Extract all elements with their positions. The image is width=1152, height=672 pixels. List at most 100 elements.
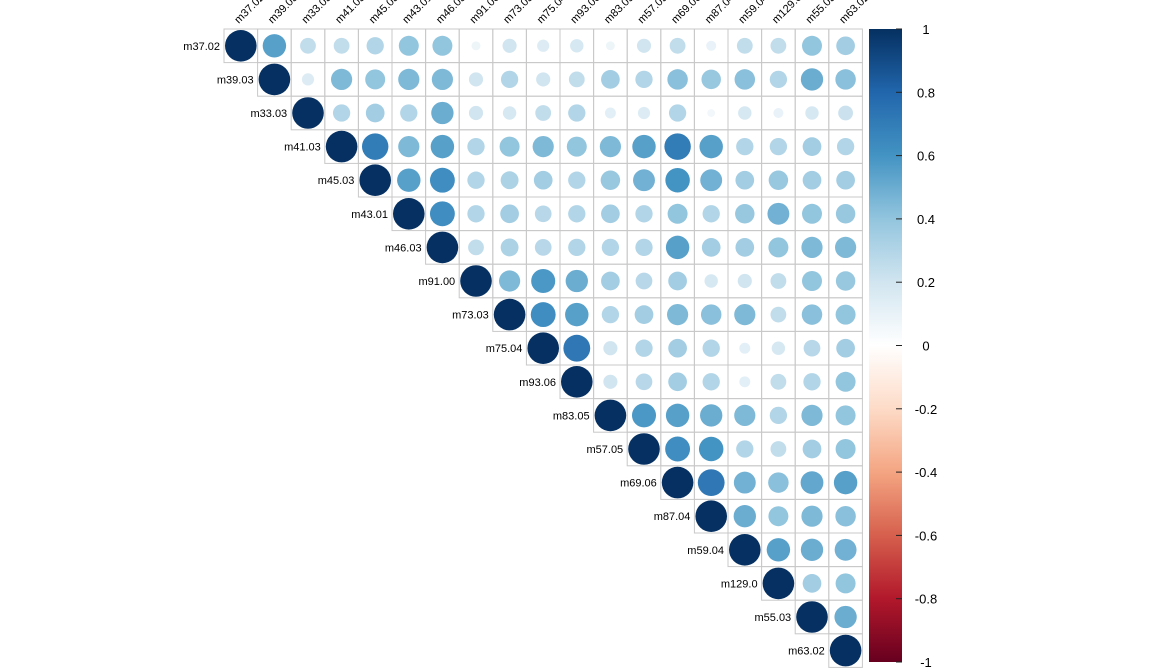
corr-circle-m39.03-m83.05 <box>601 70 620 89</box>
corr-circle-m46.03-m55.03 <box>801 236 823 258</box>
corr-circle-m39.03-m75.04 <box>536 72 551 87</box>
corr-circle-m46.03-m73.03 <box>500 238 519 257</box>
corr-circle-m91.00-m91.00 <box>460 265 492 297</box>
corr-circle-m75.04-m129.0 <box>771 341 786 355</box>
column-label-m33.03: m33.03 <box>300 0 334 26</box>
corr-circle-m43.01-m55.03 <box>802 203 822 224</box>
colorbar-tick-label: 0 <box>922 339 929 354</box>
corr-circle-m46.03-m46.03 <box>426 231 459 264</box>
corr-circle-m91.00-m69.06 <box>668 271 687 291</box>
corr-circle-m33.03-m55.03 <box>805 106 819 120</box>
corr-circle-m33.03-m73.03 <box>502 106 517 120</box>
corr-circle-m37.02-m43.01 <box>398 35 419 56</box>
corr-circle-m91.00-m83.05 <box>601 271 620 291</box>
corr-circle-m73.03-m59.04 <box>734 304 756 326</box>
corr-circle-m43.01-m129.0 <box>767 202 790 225</box>
corr-circle-m33.03-m33.03 <box>292 97 324 129</box>
corr-circle-m91.00-m73.03 <box>499 270 521 292</box>
corr-circle-m33.03-m83.05 <box>604 107 616 119</box>
corr-circle-m129.0-m63.02 <box>835 573 856 594</box>
corr-circle-m46.03-m83.05 <box>601 238 620 257</box>
corr-circle-m57.05-m57.05 <box>628 433 660 465</box>
corr-circle-m129.0-m55.03 <box>802 574 822 593</box>
column-label-m55.03: m55.03 <box>804 0 838 26</box>
corr-circle-m41.03-m43.01 <box>398 136 420 158</box>
corr-circle-m73.03-m75.04 <box>530 302 556 328</box>
corr-circle-m46.03-m91.00 <box>468 239 484 256</box>
corr-circle-m87.04-m129.0 <box>768 506 789 527</box>
colorbar-tick-label: -0.4 <box>915 465 937 480</box>
corr-circle-m41.03-m69.06 <box>664 133 691 160</box>
corr-circle-m46.03-m93.06 <box>568 238 586 257</box>
corr-circle-m33.03-m87.04 <box>707 109 716 117</box>
colorbar-tick-label: 1 <box>922 22 929 37</box>
corr-circle-m39.03-m87.04 <box>701 69 721 90</box>
corr-circle-m37.02-m57.05 <box>636 38 652 53</box>
row-label-m91.00: m91.00 <box>418 276 455 288</box>
corr-circle-m75.04-m59.04 <box>739 342 751 354</box>
column-label-m45.03: m45.03 <box>367 0 401 26</box>
column-label-m69.06: m69.06 <box>669 0 703 26</box>
corr-circle-m41.03-m41.03 <box>325 130 358 163</box>
corr-circle-m43.01-m57.05 <box>635 205 653 223</box>
corr-circle-m33.03-m46.03 <box>431 101 454 125</box>
corr-circle-m91.00-m93.06 <box>565 269 588 293</box>
corr-circle-m69.06-m55.03 <box>800 471 824 494</box>
corr-circle-m129.0-m129.0 <box>762 567 795 600</box>
corr-circle-m69.06-m129.0 <box>768 472 789 493</box>
corr-circle-m43.01-m83.05 <box>601 204 620 224</box>
row-label-m129.0: m129.0 <box>721 578 758 590</box>
corr-circle-m43.01-m87.04 <box>702 205 720 223</box>
corr-circle-m39.03-m73.03 <box>500 70 519 89</box>
corr-circle-m33.03-m69.06 <box>668 104 687 122</box>
column-label-m43.01: m43.01 <box>400 0 434 26</box>
correlation-circles <box>225 30 862 667</box>
corr-circle-m39.03-m93.06 <box>568 71 585 88</box>
column-label-m73.03: m73.03 <box>501 0 535 26</box>
corr-circle-m43.01-m46.03 <box>429 201 455 227</box>
corr-circle-m57.05-m63.02 <box>835 439 856 459</box>
corr-circle-m45.03-m129.0 <box>768 170 789 190</box>
corr-circle-m87.04-m55.03 <box>801 505 823 527</box>
corr-circle-m37.02-m55.03 <box>802 35 822 56</box>
row-label-m43.01: m43.01 <box>351 209 388 221</box>
colorbar: 1 0.8 0.6 0.4 0.2 0 -0.2 -0.4 -0.6 -0.8 -1 <box>869 22 937 670</box>
corr-circle-m41.03-m59.04 <box>736 137 754 156</box>
corr-circle-m75.04-m69.06 <box>668 338 687 358</box>
grid-cells <box>223 28 863 668</box>
corr-circle-m45.03-m59.04 <box>735 170 755 190</box>
corr-circle-m39.03-m91.00 <box>468 72 484 87</box>
row-label-m87.04: m87.04 <box>654 511 691 523</box>
corr-circle-m45.03-m73.03 <box>500 171 519 190</box>
corr-circle-m45.03-m87.04 <box>700 169 723 192</box>
row-label-m59.04: m59.04 <box>687 545 724 557</box>
row-label-m37.02: m37.02 <box>183 41 220 53</box>
corr-circle-m93.06-m83.05 <box>603 374 618 389</box>
corr-circle-m33.03-m91.00 <box>468 105 484 121</box>
corr-circle-m46.03-m69.06 <box>665 235 690 260</box>
corr-circle-m55.03-m63.02 <box>834 605 857 629</box>
column-label-m46.03: m46.03 <box>434 0 468 26</box>
row-label-m45.03: m45.03 <box>318 175 355 187</box>
corr-circle-m37.02-m73.03 <box>502 38 517 53</box>
corr-circle-m39.03-m45.03 <box>365 69 386 90</box>
corr-circle-m83.05-m57.05 <box>631 403 657 428</box>
corr-circle-m87.04-m63.02 <box>835 505 856 527</box>
corr-circle-m39.03-m63.02 <box>835 69 856 90</box>
corr-circle-m75.04-m87.04 <box>702 339 720 357</box>
corr-circle-m33.03-m93.06 <box>568 104 586 122</box>
row-label-m55.03: m55.03 <box>754 612 791 624</box>
corr-circle-m41.03-m73.03 <box>499 136 520 157</box>
corr-circle-m73.03-m63.02 <box>835 304 856 325</box>
column-label-m37.02: m37.02 <box>232 0 266 26</box>
corr-circle-m45.03-m57.05 <box>633 169 655 192</box>
row-label-m41.03: m41.03 <box>284 142 321 154</box>
corr-circle-m37.02-m75.04 <box>537 39 550 52</box>
corr-circle-m59.04-m129.0 <box>766 538 791 562</box>
column-label-m83.05: m83.05 <box>602 0 636 26</box>
corr-circle-m75.04-m57.05 <box>635 339 653 357</box>
corr-circle-m43.01-m69.06 <box>667 203 688 224</box>
corr-circle-m83.05-m55.03 <box>801 404 823 426</box>
corr-circle-m93.06-m57.05 <box>635 373 653 391</box>
